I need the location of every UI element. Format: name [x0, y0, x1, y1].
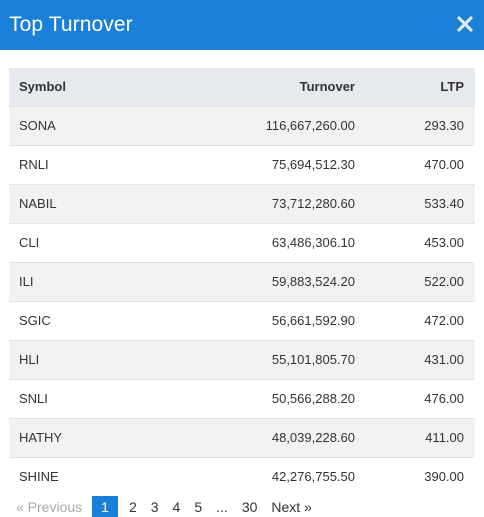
table-row[interactable]: SGIC 56,661,592.90 472.00 [9, 301, 475, 340]
cell-ltp: 453.00 [424, 235, 464, 250]
turnover-table-container: Symbol Turnover LTP SONA 116,667,260.00 29… [9, 68, 475, 496]
page-button-4[interactable]: 4 [172, 499, 181, 515]
previous-page-button[interactable]: « Previous [16, 499, 83, 515]
cell-symbol: ILI [19, 274, 34, 289]
page-button-2[interactable]: 2 [128, 499, 137, 515]
cell-ltp: 522.00 [424, 274, 464, 289]
cell-ltp: 470.00 [424, 157, 464, 172]
cell-turnover: 116,667,260.00 [265, 118, 355, 133]
cell-ltp: 390.00 [424, 469, 464, 485]
cell-turnover: 42,276,755.50 [271, 469, 355, 485]
cell-ltp: 411.00 [425, 430, 464, 445]
table-row[interactable]: RNLI 75,694,512.30 470.00 [9, 145, 475, 184]
pagination-ellipsis: ... [216, 499, 228, 515]
table-row[interactable]: ILI 59,883,524.20 522.00 [9, 262, 475, 301]
page-button-3[interactable]: 3 [150, 499, 159, 515]
cell-turnover: 73,712,280.60 [271, 196, 355, 211]
cell-ltp: 533.40 [424, 196, 464, 211]
table-row[interactable]: NABIL 73,712,280.60 533.40 [9, 184, 475, 223]
cell-turnover: 48,039,228.60 [271, 430, 355, 445]
cell-ltp: 472.00 [424, 313, 464, 328]
page-button-last[interactable]: 30 [241, 499, 258, 515]
close-icon[interactable] [456, 15, 476, 35]
cell-symbol: SGIC [19, 313, 51, 328]
cell-symbol: RNLI [19, 157, 49, 172]
page-button-5[interactable]: 5 [194, 499, 203, 515]
cell-symbol: HLI [19, 352, 40, 367]
column-header-symbol[interactable]: Symbol [19, 79, 66, 95]
page-button-1[interactable]: 1 [92, 496, 118, 517]
column-header-turnover[interactable]: Turnover [299, 79, 355, 95]
cell-turnover: 56,661,592.90 [271, 313, 355, 328]
cell-symbol: SNLI [19, 391, 48, 406]
table-row[interactable]: SONA 116,667,260.00 293.30 [9, 106, 475, 145]
cell-turnover: 75,694,512.30 [271, 157, 355, 172]
cell-symbol: SONA [19, 118, 56, 133]
table-row[interactable]: SNLI 50,566,288.20 476.00 [9, 379, 475, 418]
table-row[interactable]: HATHY 48,039,228.60 411.00 [9, 418, 475, 457]
cell-ltp: 431.00 [424, 352, 464, 367]
table-row[interactable]: SHINE 42,276,755.50 390.00 [9, 457, 475, 496]
cell-symbol: NABIL [19, 196, 57, 211]
modal-header: Top Turnover [0, 0, 484, 50]
cell-symbol: SHINE [19, 469, 59, 485]
cell-symbol: CLI [19, 235, 40, 250]
cell-turnover: 50,566,288.20 [271, 391, 355, 406]
cell-ltp: 476.00 [424, 391, 464, 406]
cell-turnover: 59,883,524.20 [271, 274, 355, 289]
next-page-button[interactable]: Next » [271, 499, 312, 515]
column-header-ltp[interactable]: LTP [440, 79, 464, 95]
cell-turnover: 63,486,306.10 [271, 235, 355, 250]
cell-ltp: 293.30 [424, 118, 464, 133]
modal-title: Top Turnover [9, 13, 133, 36]
table-row[interactable]: CLI 63,486,306.10 453.00 [9, 223, 475, 262]
cell-turnover: 55,101,805.70 [271, 352, 355, 367]
turnover-table: Symbol Turnover LTP SONA 116,667,260.00 29… [9, 68, 475, 496]
cell-symbol: HATHY [19, 430, 63, 445]
table-row[interactable]: HLI 55,101,805.70 431.00 [9, 340, 475, 379]
table-header-row: Symbol Turnover LTP [9, 68, 475, 106]
